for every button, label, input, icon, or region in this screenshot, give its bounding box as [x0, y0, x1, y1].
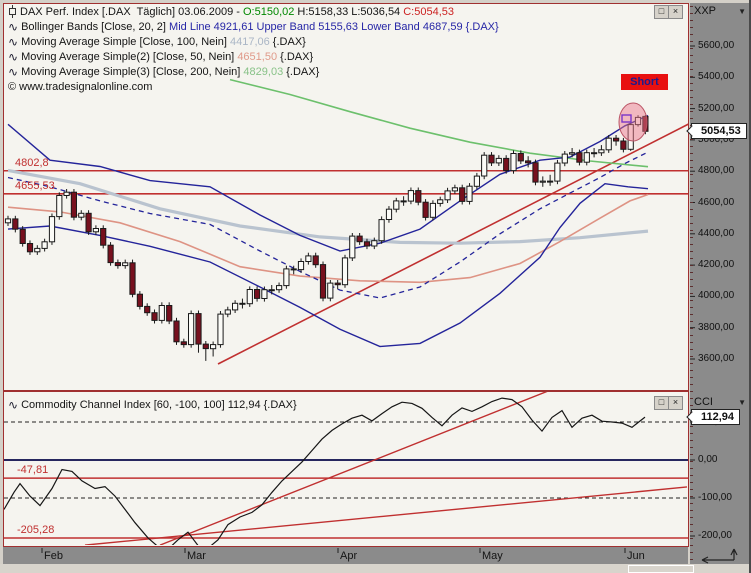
legend-text: Commodity Channel Index [60, -100, 100] …	[21, 398, 297, 411]
cci-code: CCI	[694, 396, 713, 408]
legend-text: © www.tradesignalonline.com	[8, 80, 153, 93]
legend-text: 4417,06	[229, 35, 270, 48]
legend-text: Mid Line 4921,61 Upper Band 5155,63 Lowe…	[169, 20, 499, 33]
instrument-code: XXP	[694, 5, 717, 17]
legend-text: Bollinger Bands [Close, 20, 2]	[21, 20, 170, 33]
dropdown-icon[interactable]: ▼	[738, 6, 746, 16]
candlestick-icon	[9, 5, 16, 18]
legend-line: ∿ Moving Average Simple [Close, 100, Nein…	[8, 34, 499, 49]
short-signal-label[interactable]: Short	[621, 74, 668, 90]
indicator-wave-icon: ∿	[8, 19, 19, 34]
close-panel-button[interactable]: ×	[668, 5, 683, 19]
legend-text: Moving Average Simple(3) [Close, 200, Ne…	[21, 65, 244, 78]
legend-text: Moving Average Simple [Close, 100, Nein]	[21, 35, 230, 48]
main-legend: DAX Perf. Index [.DAX Täglich] 03.06.200…	[8, 4, 499, 94]
legend-line: ∿ Moving Average Simple(3) [Close, 200, N…	[8, 64, 499, 79]
cci-axis-title[interactable]: CCI ▼	[694, 396, 746, 408]
cci-legend: ∿ Commodity Channel Index [60, -100, 100]…	[8, 397, 297, 412]
legend-text: 4651,50	[237, 50, 278, 63]
legend-line: ∿ Moving Average Simple(2) [Close, 50, Ne…	[8, 49, 499, 64]
price-axis-area[interactable]	[690, 3, 749, 564]
h-scrollbar-thumb[interactable]	[628, 565, 694, 573]
legend-text: {.DAX}	[277, 50, 314, 63]
indicator-wave-icon: ∿	[8, 49, 19, 64]
maximize-panel-button[interactable]: □	[654, 396, 669, 410]
legend-text: 4829,03	[243, 65, 284, 78]
legend-text: {.DAX}	[269, 35, 306, 48]
status-strip	[0, 564, 751, 573]
last-price-tag: 5054,53	[691, 123, 747, 139]
indicator-wave-icon: ∿	[8, 34, 19, 49]
legend-text: {.DAX}	[283, 65, 320, 78]
maximize-panel-button[interactable]: □	[654, 5, 669, 19]
indicator-wave-icon: ∿	[8, 397, 19, 412]
legend-text: C:5054,53	[403, 5, 454, 18]
indicator-wave-icon: ∿	[8, 64, 19, 79]
pan-arrows-icon[interactable]	[698, 546, 748, 566]
cci-value-tag: 112,94	[691, 409, 741, 425]
legend-line: ∿ Bollinger Bands [Close, 20, 2] Mid Line…	[8, 19, 499, 34]
legend-text: DAX Perf. Index [.DAX Täglich] 03.06.200…	[20, 5, 243, 18]
cci-indicator-panel	[3, 391, 689, 547]
legend-text: H:5158,33 L:5036,54	[297, 5, 404, 18]
time-axis-area[interactable]	[3, 547, 688, 564]
legend-text: O:5150,02	[242, 5, 298, 18]
price-axis-instrument[interactable]: XXP ▼	[694, 5, 746, 17]
dropdown-icon[interactable]: ▼	[738, 397, 746, 407]
axis-minor-ticks	[690, 6, 693, 562]
legend-line: © www.tradesignalonline.com	[8, 79, 499, 94]
close-panel-button[interactable]: ×	[668, 396, 683, 410]
legend-line: DAX Perf. Index [.DAX Täglich] 03.06.200…	[8, 4, 499, 19]
window-edge	[749, 0, 751, 573]
legend-line: ∿ Commodity Channel Index [60, -100, 100]…	[8, 397, 297, 412]
legend-text: Moving Average Simple(2) [Close, 50, Nei…	[21, 50, 238, 63]
